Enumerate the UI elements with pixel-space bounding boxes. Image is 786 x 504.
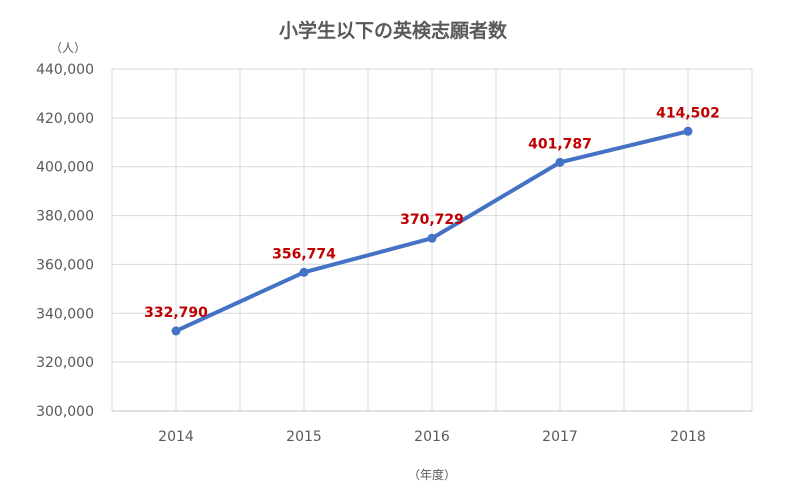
y-tick-label: 440,000: [36, 62, 94, 78]
axis-layer: 300,000 320,000 340,000 360,000 380,000 400,0…: [36, 62, 752, 445]
y-tick-label: 400,000: [36, 160, 94, 176]
y-tick-label: 300,000: [36, 404, 94, 420]
data-point: [427, 233, 437, 243]
series-layer: [171, 126, 693, 336]
data-label: 332,790: [144, 305, 208, 321]
data-label: 370,729: [400, 212, 464, 228]
data-label: 356,774: [272, 246, 336, 262]
x-tick-label: 2015: [286, 429, 322, 445]
data-label: 401,787: [528, 136, 592, 152]
chart-title: 小学生以下の英検志願者数: [279, 19, 508, 42]
y-axis-unit-label: （人）: [50, 41, 86, 55]
data-point: [171, 326, 181, 336]
data-point: [683, 126, 693, 136]
data-point: [299, 267, 309, 277]
x-tick-label: 2018: [670, 429, 706, 445]
y-tick-label: 340,000: [36, 306, 94, 322]
x-tick-label: 2014: [158, 429, 194, 445]
label-layer: 332,790 356,774 370,729 401,787 414,502: [144, 105, 720, 321]
y-tick-label: 380,000: [36, 209, 94, 225]
x-axis-unit-label: （年度）: [408, 467, 456, 482]
y-tick-label: 360,000: [36, 257, 94, 273]
x-tick-label: 2016: [414, 429, 450, 445]
y-tick-label: 420,000: [36, 111, 94, 127]
data-label: 414,502: [656, 105, 720, 121]
data-point: [555, 157, 565, 167]
y-tick-label: 320,000: [36, 355, 94, 371]
x-tick-label: 2017: [542, 429, 578, 445]
